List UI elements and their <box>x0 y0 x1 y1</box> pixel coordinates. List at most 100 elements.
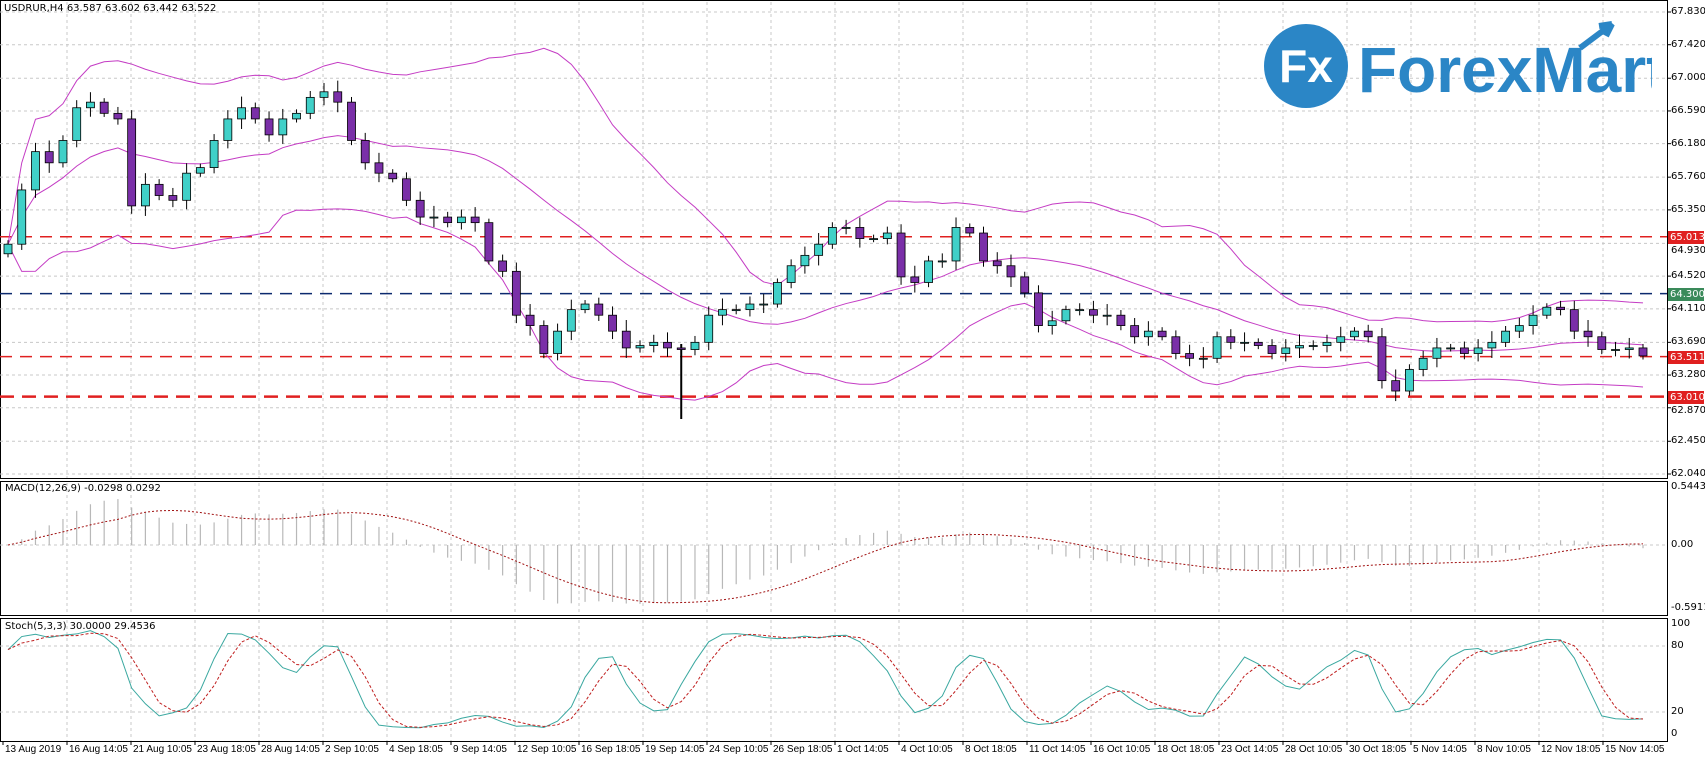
bearish-candle <box>127 118 137 207</box>
bullish-candle <box>1281 347 1291 354</box>
bullish-candle <box>827 227 837 245</box>
bearish-candle <box>621 330 631 349</box>
bullish-candle <box>17 189 27 245</box>
bearish-candle <box>1130 325 1140 338</box>
bearish-candle <box>388 172 398 180</box>
price-axis-label: 63.280 <box>1671 369 1705 381</box>
bullish-candle <box>1528 314 1538 326</box>
time-axis-label: 26 Sep 18:05 <box>773 744 833 755</box>
bullish-candle <box>1624 347 1634 350</box>
bullish-candle <box>292 112 301 120</box>
bullish-candle <box>1336 336 1346 343</box>
price-axis-label: 67.000 <box>1671 72 1705 84</box>
bullish-candle <box>690 341 700 350</box>
bearish-candle <box>1391 380 1401 392</box>
time-axis-label: 16 Oct 10:05 <box>1093 744 1151 755</box>
bullish-candle <box>1075 309 1085 312</box>
bullish-candle <box>773 282 782 305</box>
bullish-candle <box>924 260 933 283</box>
time-axis-label: 16 Aug 14:05 <box>69 744 128 755</box>
bearish-candle <box>965 227 975 234</box>
time-axis-label: 18 Oct 18:05 <box>1157 744 1215 755</box>
bullish-candle <box>1350 330 1359 338</box>
bullish-candle <box>86 101 95 109</box>
bullish-candle <box>649 341 659 346</box>
macd-title: MACD(12,26,9) -0.0298 0.0292 <box>5 483 161 494</box>
bullish-candle <box>237 107 246 120</box>
bearish-candle <box>1267 345 1277 354</box>
bullish-candle <box>1473 347 1483 354</box>
bullish-candle <box>305 96 315 114</box>
bullish-candle <box>31 151 40 191</box>
bearish-candle <box>443 216 453 224</box>
bearish-candle <box>1556 306 1565 311</box>
bearish-candle <box>484 222 494 262</box>
bullish-candle <box>800 254 810 267</box>
bearish-candle <box>1597 336 1607 350</box>
bullish-candle <box>1501 330 1511 343</box>
bearish-candle <box>525 314 535 326</box>
bearish-candle <box>250 107 260 120</box>
bearish-candle <box>1116 314 1126 326</box>
time-axis-label: 16 Sep 18:05 <box>581 744 641 755</box>
bullish-candle <box>786 265 796 283</box>
bearish-candle <box>1226 336 1236 343</box>
bearish-candle <box>113 112 123 120</box>
bullish-candle <box>1308 345 1318 347</box>
time-axis-label: 4 Sep 18:05 <box>389 744 443 755</box>
time-axis-label: 1 Oct 14:05 <box>837 744 889 755</box>
time-axis-label: 4 Oct 10:05 <box>901 744 953 755</box>
bearish-candle <box>498 260 508 272</box>
bearish-candle <box>594 303 604 316</box>
bearish-candle <box>1377 336 1387 382</box>
bearish-candle <box>979 232 988 262</box>
bullish-candle <box>1405 369 1414 392</box>
bearish-candle <box>1569 309 1579 332</box>
time-axis-label: 8 Oct 18:05 <box>965 744 1017 755</box>
bollinger-middle-band <box>7 135 1644 352</box>
logo-circle-icon <box>1264 24 1348 108</box>
bollinger-lower-band <box>7 208 1644 401</box>
bullish-candle <box>429 216 439 219</box>
bullish-candle <box>869 238 878 241</box>
bullish-candle <box>1432 347 1442 359</box>
bullish-candle <box>1514 325 1524 332</box>
stoch-signal-line <box>7 632 1644 728</box>
bullish-candle <box>319 91 329 98</box>
bullish-candle <box>223 118 233 141</box>
price-axis-label: 64.930 <box>1671 244 1705 256</box>
macd-axis-label: 0.5443 <box>1671 481 1705 492</box>
time-axis-label: 8 Nov 10:05 <box>1477 744 1531 755</box>
stoch-title: Stoch(5,3,3) 30.0000 29.4536 <box>5 621 156 632</box>
bearish-candle <box>511 270 521 316</box>
bearish-candle <box>1638 347 1648 357</box>
price-axis-label: 63.690 <box>1671 336 1705 348</box>
bearish-candle <box>470 216 480 224</box>
stoch-axis-label: 100 <box>1671 618 1691 629</box>
bearish-candle <box>264 118 274 136</box>
price-axis-label: 64.110 <box>1671 302 1705 314</box>
bearish-candle <box>1583 330 1593 338</box>
bearish-candle <box>402 178 411 201</box>
price-axis-label: 66.180 <box>1671 137 1705 149</box>
bullish-candle <box>951 227 961 262</box>
bullish-candle <box>566 309 576 332</box>
bullish-candle <box>1047 320 1057 326</box>
level-price-label: 65.013 <box>1668 230 1705 244</box>
time-axis-label: 11 Oct 14:05 <box>1029 744 1086 755</box>
bearish-candle <box>99 101 109 114</box>
bearish-candle <box>1034 292 1043 326</box>
bullish-candle <box>140 183 150 207</box>
bearish-candle <box>44 151 54 164</box>
bullish-candle <box>72 107 82 141</box>
bullish-candle <box>1611 349 1620 351</box>
bullish-candle <box>209 140 219 168</box>
bullish-candle <box>731 309 741 312</box>
bullish-candle <box>58 140 68 164</box>
time-axis-label: 23 Aug 18:05 <box>197 744 256 755</box>
bearish-candle <box>1006 265 1016 278</box>
price-axis-label: 67.420 <box>1671 38 1705 50</box>
time-axis-label: 24 Sep 10:05 <box>709 744 769 755</box>
